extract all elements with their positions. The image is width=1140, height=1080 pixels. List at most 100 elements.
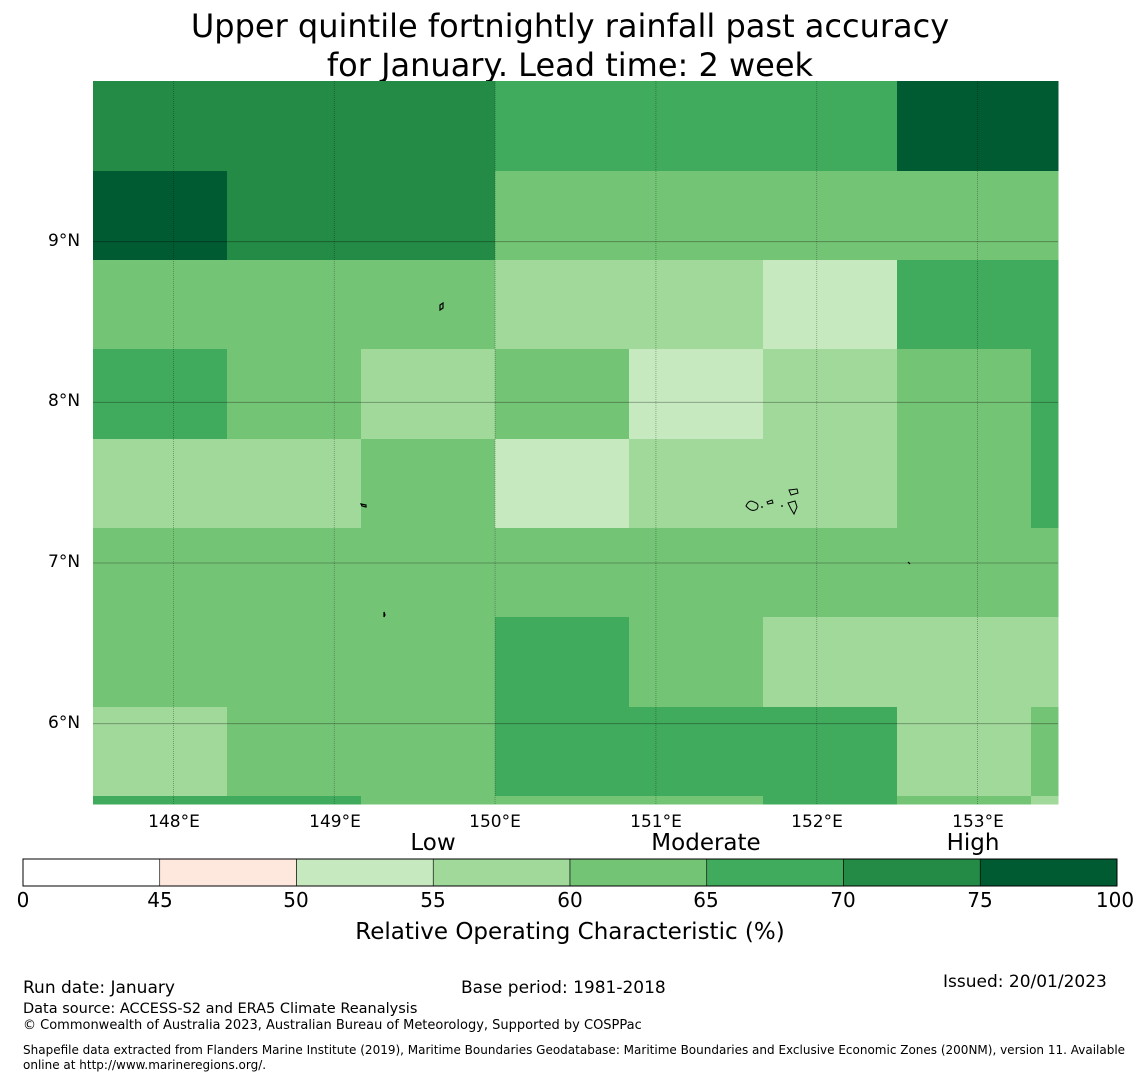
roc-cell	[227, 617, 362, 708]
graticule	[93, 81, 1058, 804]
lon-tick-label: 148°E	[148, 812, 200, 832]
lon-tick-label: 150°E	[469, 812, 521, 832]
roc-cell	[227, 349, 362, 440]
roc-cell	[897, 707, 1032, 797]
roc-cell	[495, 349, 630, 440]
roc-cell	[1031, 260, 1059, 350]
category-low-label: Low	[410, 830, 456, 856]
lat-tick-label: 8°N	[48, 391, 81, 411]
roc-cell	[361, 617, 496, 708]
roc-cell	[361, 528, 496, 618]
shapefile-credit: Shapefile data extracted from Flanders M…	[23, 1043, 1126, 1072]
roc-cell	[629, 349, 764, 440]
roc-cell	[629, 796, 764, 805]
roc-cell	[93, 617, 228, 708]
roc-map	[93, 81, 1059, 805]
roc-cell	[763, 260, 898, 350]
colorbar-tick-label: 60	[557, 888, 583, 912]
run-date: Run date: January	[23, 978, 175, 998]
roc-cell	[93, 349, 228, 440]
island-coastline	[907, 561, 911, 565]
island-coastlines	[359, 301, 911, 618]
roc-cell	[495, 617, 630, 708]
roc-cell	[227, 707, 362, 797]
roc-cell	[897, 349, 1032, 440]
roc-cell	[495, 171, 630, 261]
island-coastline	[383, 611, 386, 618]
roc-cell	[1031, 528, 1059, 618]
island-coastline	[787, 500, 798, 516]
roc-cell	[361, 796, 496, 805]
roc-cell	[361, 81, 496, 172]
roc-cell	[763, 81, 898, 172]
roc-cell	[629, 171, 764, 261]
roc-cell	[763, 171, 898, 261]
roc-cell	[897, 528, 1032, 618]
lat-tick-label: 9°N	[48, 231, 81, 251]
category-moderate-label: Moderate	[651, 830, 761, 856]
roc-cell	[93, 81, 228, 172]
roc-cell	[227, 171, 362, 261]
base-period: Base period: 1981-2018	[461, 978, 666, 998]
island-coastline	[439, 301, 444, 312]
roc-cell	[1031, 349, 1059, 440]
roc-cell	[629, 528, 764, 618]
roc-cell	[227, 439, 362, 529]
roc-cell	[93, 439, 228, 529]
roc-cell	[763, 349, 898, 440]
roc-cell	[897, 439, 1032, 529]
lon-tick-label: 152°E	[791, 812, 843, 832]
colorbar-tick-label: 50	[283, 888, 309, 912]
island-coastline	[788, 488, 799, 496]
lon-tick-label: 153°E	[952, 812, 1004, 832]
colorbar-tick-label: 65	[693, 888, 719, 912]
roc-cell	[897, 260, 1032, 350]
roc-cell	[897, 796, 1032, 805]
roc-cell	[227, 260, 362, 350]
roc-cell	[495, 439, 630, 529]
roc-cell	[361, 171, 496, 261]
roc-cell	[763, 617, 898, 708]
roc-cell	[763, 528, 898, 618]
roc-cell	[763, 796, 898, 805]
roc-cell	[629, 260, 764, 350]
roc-cell	[227, 796, 362, 805]
roc-cell	[93, 260, 228, 350]
roc-cell	[93, 528, 228, 618]
roc-cell	[629, 617, 764, 708]
roc-cell	[495, 260, 630, 350]
island-coastline	[745, 500, 759, 511]
roc-cell	[763, 439, 898, 529]
colorbar-tick-label: 45	[147, 888, 173, 912]
roc-cell	[897, 81, 1032, 172]
colorbar-tick-label: 55	[420, 888, 446, 912]
roc-cell	[629, 81, 764, 172]
roc-cell	[361, 349, 496, 440]
roc-cell	[93, 171, 228, 261]
data-source: Data source: ACCESS-S2 and ERA5 Climate …	[23, 1001, 418, 1017]
roc-cell	[1031, 439, 1059, 529]
colorbar-title: Relative Operating Characteristic (%)	[355, 919, 785, 945]
roc-cell	[1031, 796, 1059, 805]
roc-cell	[1031, 171, 1059, 261]
roc-cell	[495, 796, 630, 805]
map-title-line-2: for January. Lead time: 2 week	[326, 46, 814, 84]
roc-cell	[93, 707, 228, 797]
roc-cell	[1031, 707, 1059, 797]
roc-cell	[495, 81, 630, 172]
lat-tick-label: 7°N	[48, 552, 81, 572]
roc-cell	[495, 528, 630, 618]
colorbar-tick-label: 70	[830, 888, 856, 912]
roc-cell	[1031, 81, 1059, 172]
roc-cell	[361, 260, 496, 350]
copyright-notice: © Commonwealth of Australia 2023, Austra…	[23, 1018, 642, 1033]
roc-cell	[227, 528, 362, 618]
category-high-label: High	[946, 830, 1000, 856]
island-coastline	[766, 499, 774, 505]
lon-tick-label: 149°E	[309, 812, 361, 832]
roc-cell	[897, 617, 1032, 708]
roc-cell	[93, 796, 228, 805]
lon-tick-label: 151°E	[630, 812, 682, 832]
colorbar-tick-label: 100	[1095, 888, 1135, 912]
colorbar-tick-label: 75	[967, 888, 993, 912]
